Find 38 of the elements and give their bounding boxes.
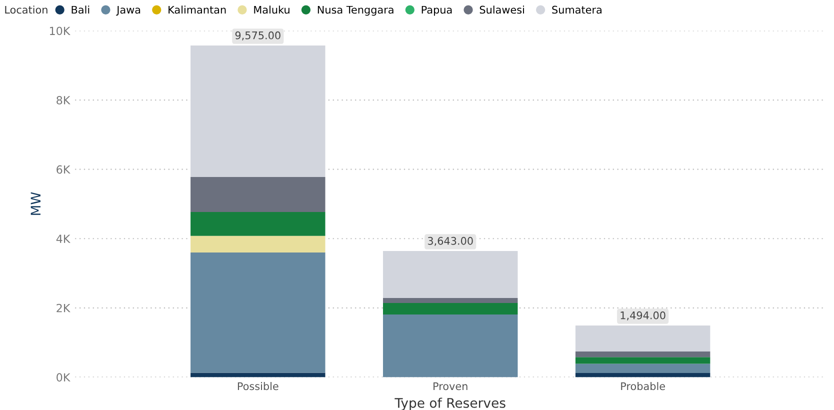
x-axis-title: Type of Reserves [394, 398, 506, 410]
bar [383, 314, 518, 378]
legend-label: Papua [422, 6, 452, 16]
bar [190, 212, 326, 236]
bar [575, 351, 710, 358]
bar [575, 325, 710, 352]
bar [575, 357, 710, 364]
bar [575, 373, 710, 378]
bar [383, 298, 518, 304]
bar [190, 176, 326, 212]
x-tick-label: Probable [621, 382, 665, 390]
y-tick-label: 4K [56, 234, 70, 243]
bar [190, 372, 326, 378]
y-tick-label: 0K [56, 373, 70, 382]
y-tick-label: 8K [56, 96, 70, 104]
bar [575, 364, 710, 374]
x-tick-label: Possible [238, 382, 278, 390]
total-label: 9,575.00 [235, 31, 280, 40]
legend-label: Bali [72, 6, 90, 14]
y-axis-title: MW [30, 192, 40, 215]
y-tick-label: 10K [50, 26, 70, 36]
bar [383, 303, 518, 314]
legend-label: Jawa [116, 6, 140, 16]
total-label: 1,494.00 [620, 311, 666, 320]
y-tick-label: 2K [56, 304, 70, 312]
bar [190, 252, 326, 373]
bar [190, 236, 326, 252]
bar [383, 250, 518, 298]
x-tick-label: Proven [434, 382, 468, 390]
legend-label: Sulawesi [480, 6, 524, 14]
legend-label: Sumatera [552, 6, 602, 14]
legend-title: Location [5, 6, 48, 14]
bar [190, 45, 326, 177]
total-label: 3,643.00 [428, 236, 473, 246]
y-tick-label: 6K [56, 165, 70, 174]
legend-label: Nusa Tenggara [318, 6, 394, 16]
legend-label: Kalimantan [168, 6, 226, 14]
legend-label: Maluku [254, 6, 290, 14]
